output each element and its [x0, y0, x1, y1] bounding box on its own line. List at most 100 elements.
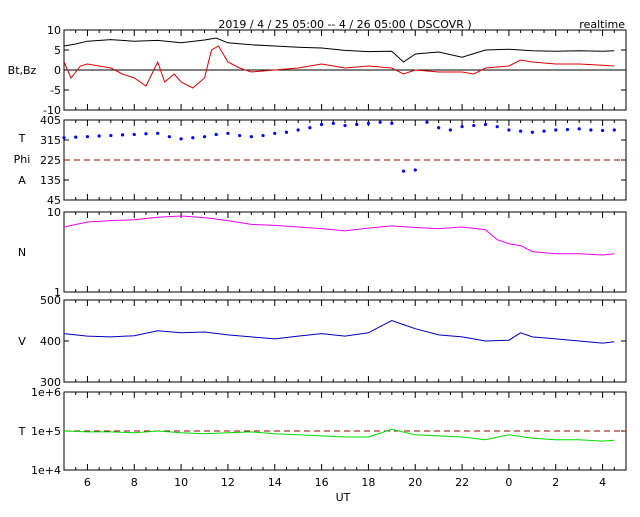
data-point	[238, 133, 242, 138]
data-point	[554, 128, 558, 132]
data-point	[97, 134, 101, 138]
data-point	[390, 121, 394, 125]
y-tick-label: -10	[43, 104, 61, 117]
data-point	[214, 132, 218, 137]
y-tick-label: -5	[50, 84, 61, 97]
y-axis-label: T	[18, 425, 26, 438]
x-tick-label: 12	[221, 476, 235, 489]
data-point	[577, 127, 581, 131]
data-point	[495, 125, 499, 129]
data-point	[109, 133, 113, 138]
y-tick-label: 1e+5	[31, 425, 61, 438]
data-point	[542, 129, 546, 133]
x-tick-label: 6	[84, 476, 91, 489]
x-tick-label: 18	[361, 476, 375, 489]
y-tick-label: 1e+4	[31, 464, 61, 477]
data-point	[425, 120, 429, 124]
plot-panels: 10 5 0 -5 -10 Bt,Bz 405 315 225 135 45 T Phi A 10 1 N 500…	[8, 24, 627, 489]
data-point	[366, 121, 371, 125]
y-tick-label: 405	[40, 114, 61, 127]
data-point	[519, 129, 523, 133]
data-point	[589, 128, 593, 132]
y-axis-label: V	[18, 335, 26, 348]
data-point	[507, 128, 511, 132]
panel-frame	[63, 299, 627, 383]
data-point	[355, 122, 359, 127]
data-point	[74, 135, 78, 139]
y-tick-label: 10	[47, 24, 61, 37]
y-tick-label: 5	[54, 44, 61, 57]
data-point	[612, 128, 616, 132]
data-point	[296, 128, 300, 132]
data-point	[202, 135, 207, 139]
x-tick-label: 14	[268, 476, 282, 489]
series-line-bz	[63, 45, 615, 89]
y-tick-label: 10	[47, 206, 61, 219]
panel-field: 10 5 0 -5 -10 Bt,Bz	[8, 24, 627, 117]
data-point	[273, 131, 277, 135]
data-point	[530, 130, 534, 134]
data-point	[448, 128, 452, 132]
x-tick-label: 20	[408, 476, 422, 489]
data-point	[144, 132, 148, 136]
data-point	[437, 126, 441, 130]
data-point	[191, 136, 195, 140]
data-point	[62, 136, 66, 140]
data-point	[460, 125, 464, 129]
y-tick-label: 300	[40, 376, 61, 389]
data-point	[179, 137, 183, 141]
y-tick-label: 1	[54, 286, 61, 299]
data-point	[343, 123, 347, 128]
x-tick-label: 16	[315, 476, 329, 489]
data-point	[308, 126, 312, 130]
y-axis-label: A	[18, 174, 26, 187]
x-tick-label: 0	[505, 476, 512, 489]
y-axis-label: N	[18, 246, 26, 259]
data-point	[167, 135, 171, 139]
panel-angles: 405 315 225 135 45 T Phi A	[14, 114, 627, 207]
y-tick-label: 500	[40, 294, 61, 307]
data-point	[85, 135, 90, 139]
series-line-bt	[63, 37, 615, 63]
x-tick-label: 8	[131, 476, 138, 489]
series-line-v	[63, 319, 615, 344]
series-line-t	[63, 428, 615, 442]
series-phi	[62, 120, 616, 173]
data-point	[261, 133, 265, 138]
data-point	[331, 121, 335, 125]
y-tick-label: 400	[40, 335, 61, 348]
y-axis-label: T	[18, 132, 26, 145]
data-point	[413, 168, 417, 172]
x-tick-label: 10	[174, 476, 188, 489]
y-axis-label: Bt,Bz	[8, 64, 37, 77]
panel-density: 10 1 N	[18, 206, 627, 299]
y-tick-label: 1e+6	[31, 386, 61, 399]
x-axis-label: UT	[336, 491, 351, 504]
data-point	[319, 122, 324, 127]
x-tick-label: 2	[552, 476, 559, 489]
y-tick-label: 135	[40, 174, 61, 187]
data-point	[284, 130, 289, 134]
x-tick-label: 4	[599, 476, 606, 489]
y-axis-label: Phi	[14, 153, 31, 166]
data-point	[472, 123, 476, 128]
data-point	[600, 128, 605, 133]
data-point	[378, 120, 382, 124]
data-point	[401, 169, 406, 173]
series-line-n	[63, 215, 615, 256]
y-tick-label: 45	[47, 194, 61, 207]
data-point	[120, 133, 125, 137]
data-point	[249, 135, 253, 139]
panel-temperature: 1e+6 1e+5 1e+4 T 6 8 10 12 14 16 18 20 22 0 2 4	[18, 386, 627, 489]
y-tick-label: 0	[54, 64, 61, 77]
data-point	[132, 132, 136, 137]
data-point	[483, 122, 488, 127]
data-point	[156, 131, 160, 135]
y-tick-label: 225	[40, 154, 61, 167]
y-tick-label: 315	[40, 134, 61, 147]
panel-speed: 500 400 300 V	[18, 294, 627, 389]
chart-title: 2019 / 4 / 25 05:00 -- 4 / 26 05:00 ( DS…	[218, 18, 471, 31]
x-tick-label: 22	[455, 476, 469, 489]
